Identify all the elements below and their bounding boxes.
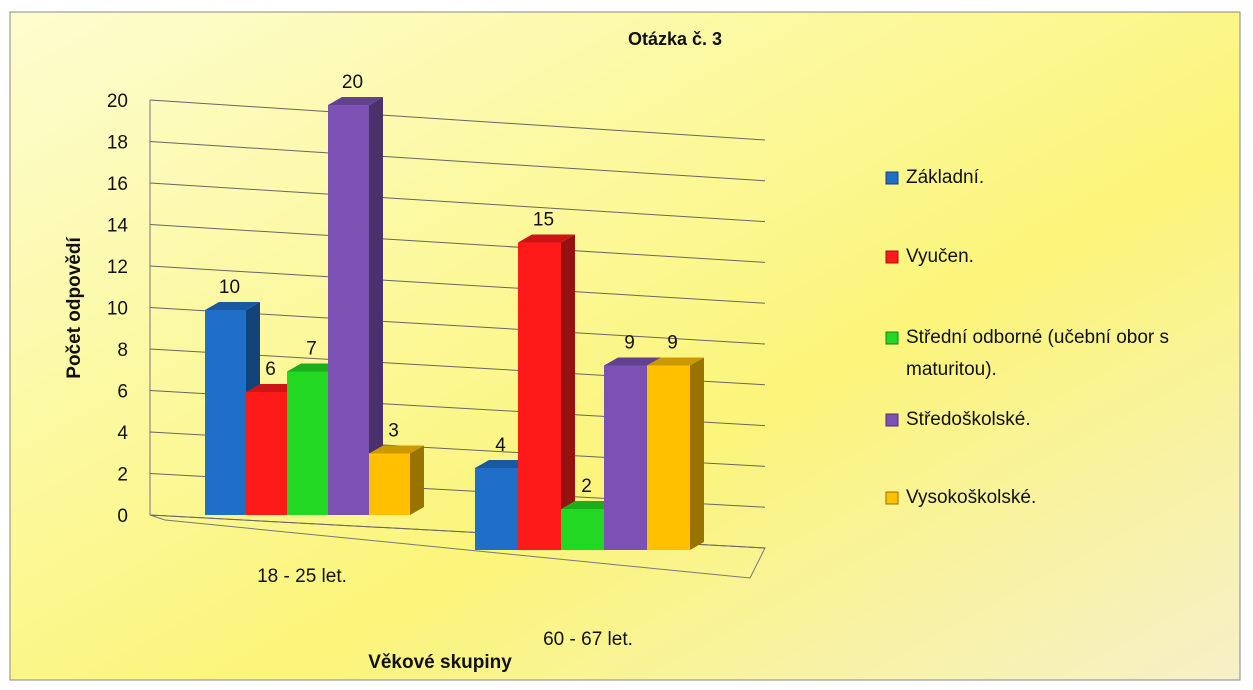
y-tick-label: 12 [107,257,128,278]
legend-marker [885,171,899,185]
grid-line [149,265,766,304]
bar [518,242,561,550]
grid-line [149,141,766,182]
x-axis-title: Věkové skupiny [368,652,512,673]
legend-label: Střední odborné (učební obor s maturitou… [906,327,1170,380]
bar [604,365,647,550]
bar [475,468,518,550]
legend-marker [885,250,899,264]
value-label: 3 [388,421,399,442]
y-tick-label: 14 [107,216,129,237]
bar [328,105,369,515]
legend-label: Základní. [906,167,985,188]
x-tick-label: 60 - 67 let. [543,629,633,650]
y-tick-label: 10 [107,299,128,320]
bar-top [647,357,704,366]
y-tick-label: 0 [117,506,128,527]
value-label: 4 [495,435,506,456]
bar-side [369,97,383,515]
bar [246,392,287,515]
bar-top [328,97,383,105]
legend-marker [885,413,899,427]
bar-top [369,445,424,454]
value-label: 2 [581,476,592,497]
value-label: 20 [342,72,363,93]
bar-top [561,501,618,509]
bar [647,365,690,550]
y-tick-label: 20 [107,91,128,112]
chart-title: Otázka č. 3 [628,29,722,49]
bar-top [205,302,260,310]
legend-label: Středoškolské. [906,409,1031,430]
value-label: 9 [667,333,678,354]
bar [205,310,246,515]
legend-marker [885,491,899,505]
grid-line [149,99,766,141]
bar [369,453,410,515]
bar-side [410,445,424,515]
bar [287,371,328,515]
value-label: 10 [219,277,240,298]
y-tick-label: 18 [107,133,128,154]
y-axis-title: Počet odpovědí [64,237,85,379]
value-label: 15 [533,210,554,231]
value-label: 9 [624,333,635,354]
legend-label: Vysokoškolské. [906,487,1037,508]
y-tick-label: 4 [117,423,128,444]
bar [561,509,604,550]
x-tick-label: 18 - 25 let. [257,566,347,587]
bar-top [604,357,661,366]
bar-side [561,234,575,550]
y-tick-label: 6 [117,382,128,403]
bar-side [690,357,704,550]
bar-top [475,460,532,468]
value-label: 7 [306,339,317,360]
legend-marker [885,331,899,345]
value-label: 6 [265,359,276,380]
grid-line [149,182,766,223]
y-tick-label: 2 [117,465,128,486]
y-tick-label: 16 [107,174,128,195]
legend-label: Vyučen. [906,246,974,267]
bar-top [518,234,575,243]
grid-line [149,224,766,263]
y-tick-label: 8 [117,340,128,361]
